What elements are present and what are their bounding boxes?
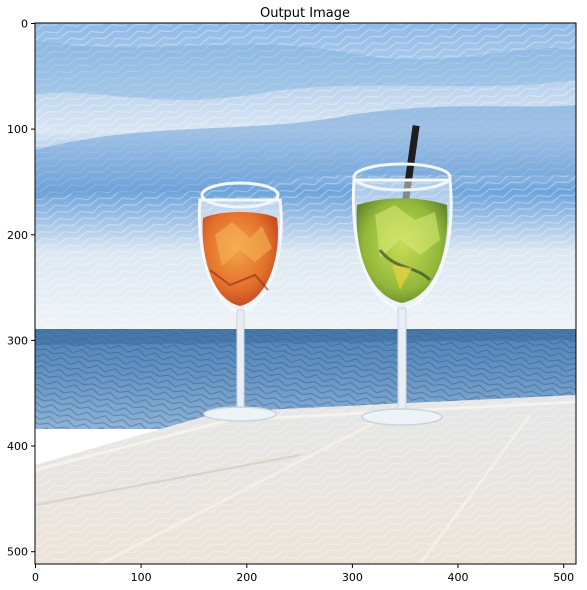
x-axis: 0 100 200 300 400 500 <box>32 564 574 584</box>
image-area <box>35 23 576 564</box>
y-axis: 0 100 200 300 400 500 <box>7 18 35 559</box>
y-tick-label: 300 <box>7 334 28 347</box>
x-tick-label: 300 <box>342 571 363 584</box>
y-tick-label: 500 <box>7 546 28 559</box>
orange-cocktail-glass <box>197 181 283 422</box>
y-tick-label: 100 <box>7 123 28 136</box>
green-cocktail-glass <box>351 125 453 426</box>
x-tick-label: 400 <box>448 571 469 584</box>
y-tick-label: 400 <box>7 440 28 453</box>
x-tick-label: 100 <box>131 571 152 584</box>
y-tick-label: 200 <box>7 229 28 242</box>
x-tick-label: 200 <box>236 571 257 584</box>
y-tick-label: 0 <box>21 18 28 31</box>
x-tick-label: 0 <box>32 571 39 584</box>
figure-title: Output Image <box>260 6 350 21</box>
axes-frame <box>34 22 577 565</box>
x-tick-label: 500 <box>553 571 574 584</box>
